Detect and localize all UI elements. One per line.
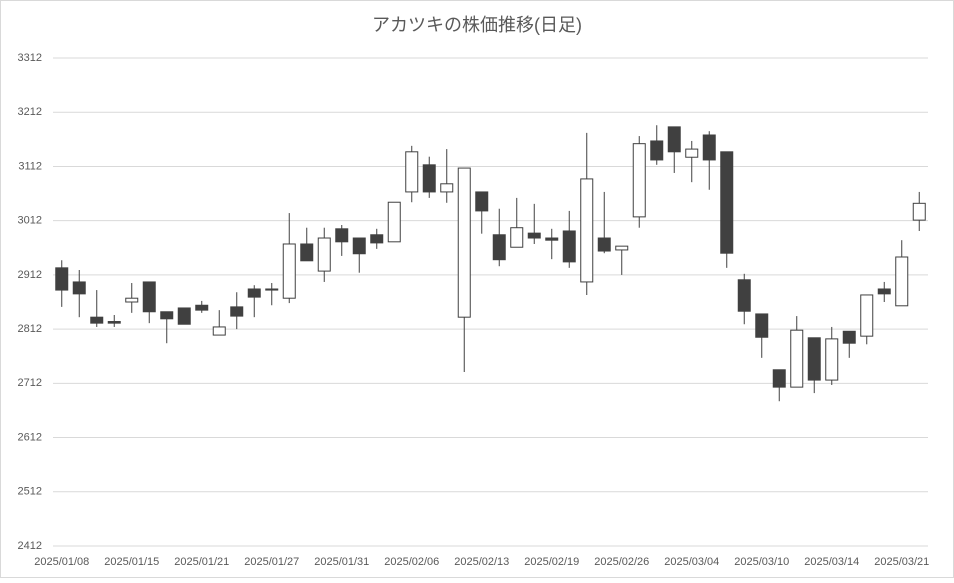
y-tick-label: 2512 — [18, 486, 42, 498]
candle-body — [895, 256, 909, 307]
y-tick-label: 3312 — [18, 52, 42, 64]
x-tick-label: 2025/01/15 — [104, 556, 159, 568]
candle-body — [300, 243, 314, 262]
candle-body — [772, 369, 786, 388]
candle-body — [317, 237, 331, 272]
candle-body — [597, 237, 611, 252]
y-tick-label: 3112 — [18, 160, 42, 172]
candle-body — [650, 140, 664, 161]
candle-body — [370, 234, 384, 244]
chart-title: アカツキの株価推移(日足) — [372, 15, 582, 35]
y-tick-label: 2412 — [18, 540, 42, 552]
candle-body — [177, 307, 191, 325]
candle-body — [195, 304, 209, 311]
candle-body — [107, 321, 121, 324]
candle-body — [510, 227, 524, 248]
x-tick-label: 2025/02/06 — [384, 556, 439, 568]
x-tick-label: 2025/03/21 — [874, 556, 929, 568]
x-tick-label: 2025/01/31 — [314, 556, 369, 568]
x-tick-label: 2025/02/26 — [594, 556, 649, 568]
candle-body — [405, 151, 419, 193]
candle-body — [545, 237, 559, 241]
candle-body — [440, 183, 454, 193]
y-tick-label: 2812 — [18, 323, 42, 335]
y-tick-label: 2912 — [18, 269, 42, 281]
x-tick-label: 2025/01/21 — [174, 556, 229, 568]
candle-body — [265, 288, 279, 291]
candle-body — [842, 330, 856, 344]
candle-body — [615, 245, 629, 251]
candle-body — [72, 281, 86, 295]
candle-body — [562, 230, 576, 263]
candle-body — [702, 134, 716, 161]
candle-body — [212, 326, 226, 336]
candle-body — [860, 294, 874, 337]
x-tick-label: 2025/03/10 — [734, 556, 789, 568]
candle-body — [912, 202, 926, 221]
y-tick-label: 2712 — [18, 377, 42, 389]
candle-body — [492, 234, 506, 261]
x-tick-label: 2025/03/14 — [804, 556, 859, 568]
candle-body — [90, 316, 104, 324]
candle-body — [580, 178, 594, 283]
candle-body — [825, 338, 839, 381]
candle-body — [247, 288, 261, 298]
candle-body — [352, 237, 366, 255]
candle-body — [877, 288, 891, 295]
candle-body — [160, 311, 174, 320]
candle-body — [475, 191, 489, 212]
candle-body — [230, 306, 244, 317]
x-tick-label: 2025/02/19 — [524, 556, 579, 568]
candle-body — [527, 232, 541, 239]
candle-body — [125, 297, 139, 303]
candle-body — [790, 329, 804, 388]
candle-body — [807, 337, 821, 381]
candle-body — [422, 164, 436, 193]
x-tick-label: 2025/01/08 — [34, 556, 89, 568]
candle-body — [737, 279, 751, 312]
y-tick-label: 2612 — [18, 431, 42, 443]
candle-body — [335, 228, 349, 243]
y-tick-label: 3012 — [18, 215, 42, 227]
candle-body — [632, 143, 646, 218]
candle-body — [282, 243, 296, 299]
x-tick-label: 2025/03/04 — [664, 556, 719, 568]
candle-body — [387, 201, 401, 243]
candle-body — [755, 313, 769, 338]
x-tick-label: 2025/01/27 — [244, 556, 299, 568]
y-tick-label: 3212 — [18, 106, 42, 118]
candle-body — [685, 148, 699, 158]
x-tick-label: 2025/02/13 — [454, 556, 509, 568]
candle-body — [457, 167, 471, 318]
candle-body — [667, 126, 681, 153]
candle-body — [142, 281, 156, 313]
candle-body — [720, 151, 734, 254]
candle-body — [55, 267, 69, 291]
